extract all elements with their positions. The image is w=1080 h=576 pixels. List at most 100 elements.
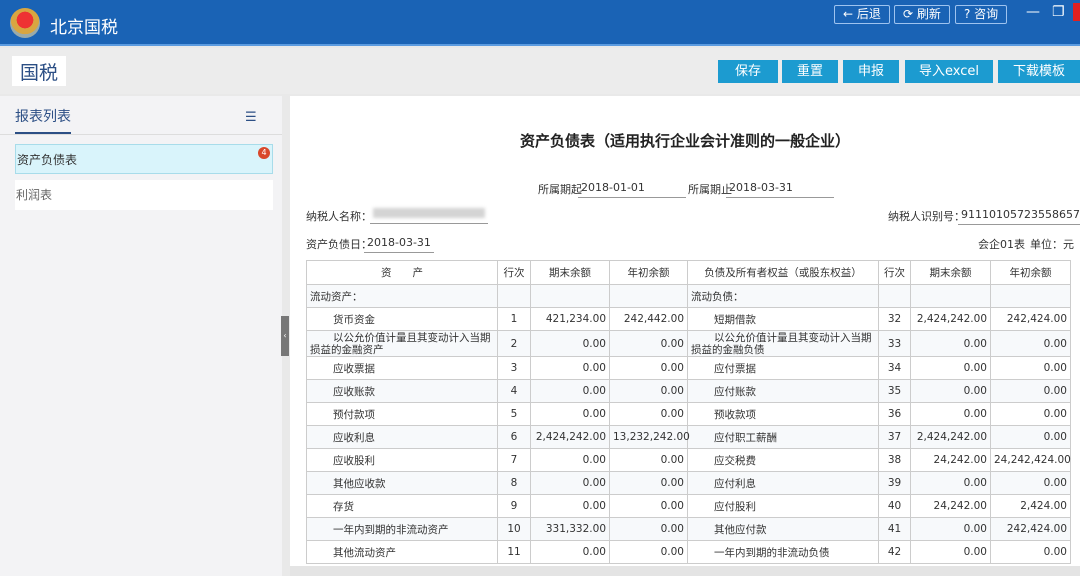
liability-name-cell: 应付股利 [687,494,879,518]
asset-begin-balance-cell[interactable]: 0.00 [609,540,688,564]
back-button[interactable]: ← 后退 [834,5,890,24]
brand-label: 国税 [12,56,67,86]
form-title: 资产负债表（适用执行企业会计准则的一般企业） [519,132,850,150]
asset-line-cell: 4 [497,379,531,403]
asset-end-balance-cell[interactable]: 421,234.00 [530,307,610,331]
table-row: 其他流动资产 11 0.00 0.00 一年内到期的非流动负债 42 0.00 0.00 [306,540,1071,564]
liability-begin-balance-cell[interactable]: 2,424.00 [990,494,1071,518]
liability-begin-balance-cell[interactable]: 0.00 [990,356,1071,380]
asset-name-cell: 预付款项 [306,402,498,426]
liability-begin-balance-cell [990,284,1071,308]
asset-begin-balance-cell[interactable]: 242,442.00 [609,307,688,331]
liability-begin-balance-cell[interactable]: 0.00 [990,379,1071,403]
taxpayer-id-field[interactable]: 91110105723558657C [958,208,1080,225]
download-template-button[interactable]: 下载模板 [998,60,1080,83]
asset-name-cell: 一年内到期的非流动资产 [306,517,498,541]
liability-begin-balance-cell[interactable]: 242,424.00 [990,307,1071,331]
liability-end-balance-cell[interactable]: 0.00 [910,517,991,541]
balance-sheet-table: 资 产 行次 期末余额 年初余额 负债及所有者权益（或股东权益） 行次 期末余额… [306,260,1071,564]
sidebar-item-income-statement[interactable]: 利润表 [15,180,273,210]
asset-begin-balance-cell[interactable]: 13,232,242.00 [609,425,690,449]
layers-icon[interactable]: ☰ [245,110,257,125]
collapse-sidebar-handle[interactable]: ‹ [281,316,289,356]
col-header-line: 行次 [497,260,531,285]
asset-end-balance-cell[interactable]: 0.00 [530,402,610,426]
asset-name-cell: 应收利息 [306,425,498,449]
asset-end-balance-cell[interactable]: 0.00 [530,448,610,472]
asset-end-balance-cell[interactable]: 0.00 [530,356,610,380]
form-panel: 资产负债表（适用执行企业会计准则的一般企业） 所属期起 2018-01-01 所… [290,96,1080,566]
asset-begin-balance-cell[interactable]: 0.00 [609,402,688,426]
liability-begin-balance-cell[interactable]: 0.00 [990,330,1071,357]
liability-begin-balance-cell[interactable]: 0.00 [990,471,1071,495]
table-row: 流动资产： 流动负债： [306,284,1071,308]
liability-name-cell: 预收款项 [687,402,879,426]
asset-name-cell: 其他流动资产 [306,540,498,564]
help-button[interactable]: ? 咨询 [955,5,1008,24]
period-start-label: 所属期起 [538,183,582,196]
asset-end-balance-cell[interactable]: 0.00 [530,471,610,495]
liability-line-cell: 32 [878,307,911,331]
liability-end-balance-cell[interactable]: 0.00 [910,379,991,403]
asset-end-balance-cell[interactable]: 0.00 [530,540,610,564]
table-row: 存货 9 0.00 0.00 应付股利 40 24,242.00 2,424.00 [306,494,1071,518]
period-end-label: 所属期止 [688,183,732,196]
liability-line-cell: 37 [878,425,911,449]
liability-end-balance-cell[interactable]: 0.00 [910,330,991,357]
liability-end-balance-cell[interactable]: 0.00 [910,540,991,564]
taxpayer-name-label: 纳税人名称： [306,210,372,223]
asset-end-balance-cell[interactable]: 0.00 [530,330,610,357]
declare-button[interactable]: 申报 [843,60,899,83]
liability-begin-balance-cell[interactable]: 242,424.00 [990,517,1071,541]
asset-begin-balance-cell [609,284,688,308]
refresh-button[interactable]: ⟳ 刷新 [894,5,950,24]
reset-button[interactable]: 重置 [782,60,838,83]
restore-button[interactable]: ❐ [1052,4,1065,20]
liability-end-balance-cell [910,284,991,308]
liability-begin-balance-cell[interactable]: 24,242,424.00 [990,448,1071,472]
sidebar: 报表列表 ☰ 资产负债表 4 利润表 [0,96,282,576]
liability-end-balance-cell[interactable]: 2,424,242.00 [910,307,991,331]
liability-begin-balance-cell[interactable]: 0.00 [990,402,1071,426]
asset-begin-balance-cell[interactable]: 0.00 [609,330,688,357]
liability-end-balance-cell[interactable]: 0.00 [910,471,991,495]
asset-end-balance-cell[interactable]: 2,424,242.00 [530,425,610,449]
balance-date-field[interactable]: 2018-03-31 [364,236,434,253]
liability-begin-balance-cell[interactable]: 0.00 [990,540,1071,564]
liability-name-cell: 应付职工薪酬 [687,425,879,449]
table-row: 应收股利 7 0.00 0.00 应交税费 38 24,242.00 24,242,424.0… [306,448,1071,472]
liability-line-cell: 39 [878,471,911,495]
liability-line-cell [878,284,911,308]
tax-emblem-logo [10,8,40,38]
import-excel-button[interactable]: 导入excel [905,60,993,83]
sidebar-item-balance-sheet[interactable]: 资产负债表 4 [15,144,273,174]
liability-begin-balance-cell[interactable]: 0.00 [990,425,1071,449]
asset-end-balance-cell[interactable]: 0.00 [530,494,610,518]
minimize-button[interactable]: — [1026,4,1040,20]
asset-begin-balance-cell[interactable]: 0.00 [609,356,688,380]
asset-begin-balance-cell[interactable]: 0.00 [609,517,688,541]
asset-name-cell: 应收票据 [306,356,498,380]
period-end-field[interactable]: 2018-03-31 [726,181,834,198]
liability-end-balance-cell[interactable]: 24,242.00 [910,494,991,518]
table-row: 应收利息 6 2,424,242.00 13,232,242.00 应付职工薪酬 37 2,… [306,425,1071,449]
asset-begin-balance-cell[interactable]: 0.00 [609,494,688,518]
asset-begin-balance-cell[interactable]: 0.00 [609,448,688,472]
table-row: 应收账款 4 0.00 0.00 应付账款 35 0.00 0.00 [306,379,1071,403]
asset-end-balance-cell [530,284,610,308]
liability-end-balance-cell[interactable]: 2,424,242.00 [910,425,991,449]
save-button[interactable]: 保存 [718,60,778,83]
taxpayer-name-field[interactable] [370,208,488,224]
asset-end-balance-cell[interactable]: 331,332.00 [530,517,610,541]
table-row: 货币资金 1 421,234.00 242,442.00 短期借款 32 2,424,242… [306,307,1071,331]
liability-end-balance-cell[interactable]: 0.00 [910,402,991,426]
close-button[interactable] [1073,3,1080,21]
liability-end-balance-cell[interactable]: 0.00 [910,356,991,380]
asset-begin-balance-cell[interactable]: 0.00 [609,471,688,495]
horizontal-scrollbar[interactable] [290,566,1080,576]
liability-line-cell: 36 [878,402,911,426]
asset-begin-balance-cell[interactable]: 0.00 [609,379,688,403]
asset-end-balance-cell[interactable]: 0.00 [530,379,610,403]
liability-end-balance-cell[interactable]: 24,242.00 [910,448,991,472]
period-start-field[interactable]: 2018-01-01 [578,181,686,198]
